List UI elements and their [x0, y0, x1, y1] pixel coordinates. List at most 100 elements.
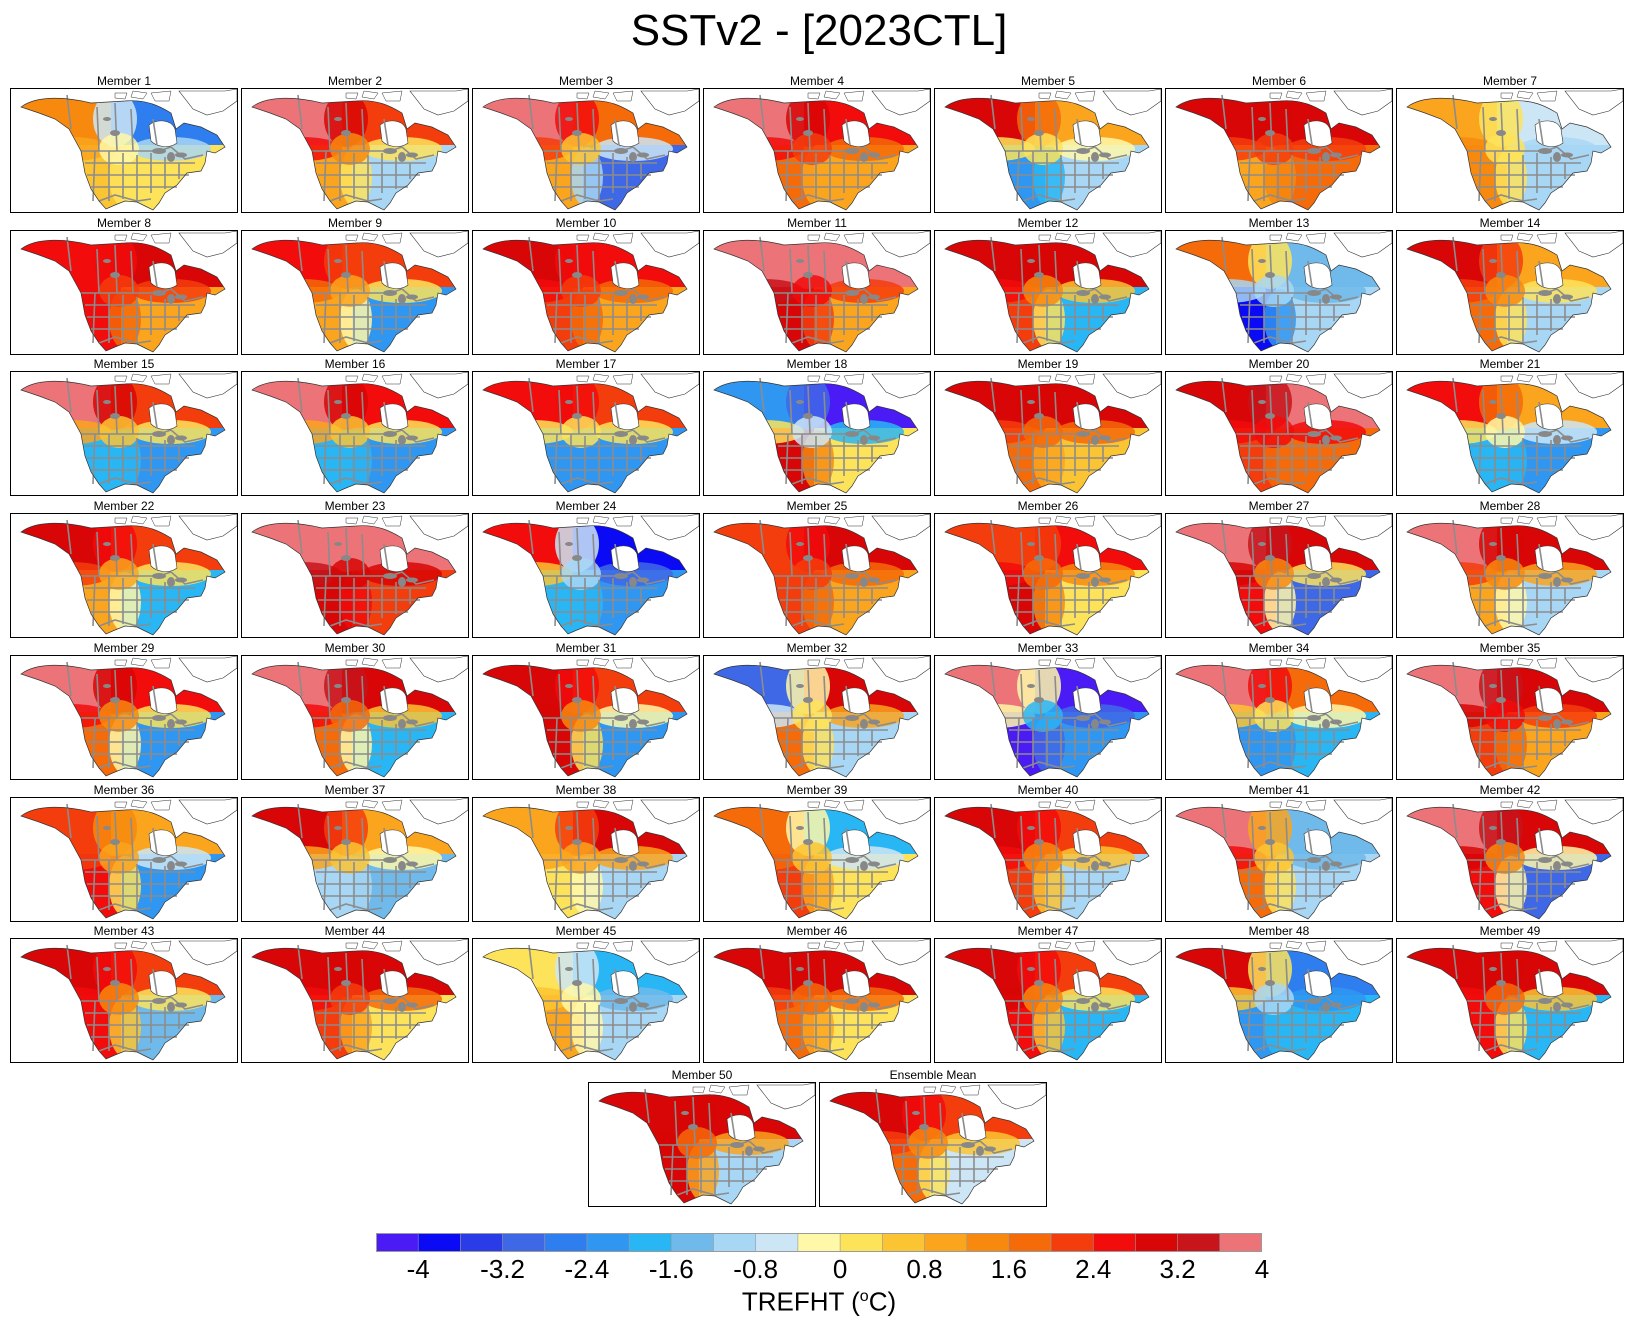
- north-america-map: [704, 656, 930, 779]
- north-america-map: [473, 939, 699, 1062]
- map-panel: Member 32: [703, 641, 931, 780]
- panel-title: Member 12: [1017, 216, 1079, 230]
- great-lakes: [1258, 117, 1342, 162]
- north-america-map: [242, 798, 468, 921]
- panel-grid: Member 1 Member 2 Member 3 Member 4 Member 5…: [10, 74, 1624, 1207]
- map-frame: [472, 797, 700, 922]
- colorbar-swatch: [1050, 1233, 1094, 1252]
- great-lakes: [103, 967, 187, 1012]
- colorbar-tick-label: 3.2: [1159, 1254, 1196, 1284]
- north-america-map: [1397, 231, 1623, 354]
- panel-title: Member 39: [786, 783, 848, 797]
- political-borders: [759, 803, 897, 911]
- map-frame: [472, 371, 700, 496]
- panel-title: Member 30: [324, 641, 386, 655]
- panel-title: Member 38: [555, 783, 617, 797]
- map-panel: Member 45: [472, 924, 700, 1063]
- great-lakes: [796, 684, 880, 729]
- map-frame: [934, 513, 1162, 638]
- political-borders: [759, 94, 897, 202]
- map-frame: [1165, 513, 1393, 638]
- north-america-map: [242, 89, 468, 212]
- map-panel: Member 46: [703, 924, 931, 1063]
- political-borders: [759, 236, 897, 344]
- north-america-map: [473, 514, 699, 637]
- map-frame: [10, 513, 238, 638]
- panel-title: Member 46: [786, 924, 848, 938]
- colorbar-swatch: [839, 1233, 883, 1252]
- colorbar-swatch: [502, 1233, 546, 1252]
- north-america-map: [935, 798, 1161, 921]
- north-america-map: [589, 1083, 815, 1206]
- panel-title: Member 44: [324, 924, 386, 938]
- great-lakes: [1489, 259, 1573, 304]
- north-america-map: [704, 798, 930, 921]
- north-america-map: [1166, 514, 1392, 637]
- colorbar-swatch: [586, 1233, 630, 1252]
- colorbar-swatch: [797, 1233, 841, 1252]
- map-panel: Member 13: [1165, 216, 1393, 355]
- map-frame: [1396, 797, 1624, 922]
- panel-title: Member 13: [1248, 216, 1310, 230]
- political-borders: [66, 377, 204, 485]
- political-borders: [644, 1088, 782, 1196]
- great-lakes: [1489, 826, 1573, 871]
- map-panel: Member 30: [241, 641, 469, 780]
- panel-title: Member 10: [555, 216, 617, 230]
- map-frame: [934, 371, 1162, 496]
- colorbar-swatch: [966, 1233, 1010, 1252]
- political-borders: [1452, 944, 1590, 1052]
- map-frame: [10, 230, 238, 355]
- political-borders: [528, 94, 666, 202]
- map-panel: Ensemble Mean: [819, 1068, 1047, 1207]
- political-borders: [528, 377, 666, 485]
- great-lakes: [681, 1111, 765, 1156]
- panel-title: Member 47: [1017, 924, 1079, 938]
- panel-title: Member 6: [1251, 74, 1307, 88]
- colorbar-title: TREFHT (oC): [0, 1282, 1638, 1317]
- map-panel: Member 10: [472, 216, 700, 355]
- panel-title: Member 40: [1017, 783, 1079, 797]
- colorbar-tick-label: -3.2: [480, 1254, 525, 1284]
- political-borders: [990, 944, 1128, 1052]
- map-frame: [472, 230, 700, 355]
- great-lakes: [103, 684, 187, 729]
- map-panel: Member 9: [241, 216, 469, 355]
- great-lakes: [1489, 684, 1573, 729]
- political-borders: [990, 519, 1128, 627]
- map-panel: Member 20: [1165, 357, 1393, 496]
- map-panel: Member 42: [1396, 783, 1624, 922]
- map-panel: Member 16: [241, 357, 469, 496]
- great-lakes: [334, 684, 418, 729]
- political-borders: [990, 803, 1128, 911]
- great-lakes: [1027, 259, 1111, 304]
- north-america-map: [473, 656, 699, 779]
- great-lakes: [912, 1111, 996, 1156]
- political-borders: [297, 803, 435, 911]
- map-frame: [472, 938, 700, 1063]
- colorbar-tick-label: -2.4: [564, 1254, 610, 1284]
- panel-title: Member 24: [555, 499, 617, 513]
- political-borders: [1221, 377, 1359, 485]
- map-panel: Member 25: [703, 499, 931, 638]
- north-america-map: [704, 939, 930, 1062]
- political-borders: [759, 377, 897, 485]
- north-america-map: [11, 939, 237, 1062]
- great-lakes: [334, 259, 418, 304]
- political-borders: [1221, 944, 1359, 1052]
- panel-title: Member 16: [324, 357, 386, 371]
- map-frame: [472, 513, 700, 638]
- map-panel: Member 19: [934, 357, 1162, 496]
- panel-title: Member 17: [555, 357, 617, 371]
- map-panel: Member 18: [703, 357, 931, 496]
- great-lakes: [103, 542, 187, 587]
- political-borders: [759, 519, 897, 627]
- political-borders: [297, 377, 435, 485]
- colorbar-swatch: [417, 1233, 461, 1252]
- north-america-map: [1166, 939, 1392, 1062]
- colorbar-swatch: [713, 1233, 757, 1252]
- great-lakes: [1027, 542, 1111, 587]
- great-lakes: [1027, 967, 1111, 1012]
- political-borders: [528, 661, 666, 769]
- map-frame: [241, 371, 469, 496]
